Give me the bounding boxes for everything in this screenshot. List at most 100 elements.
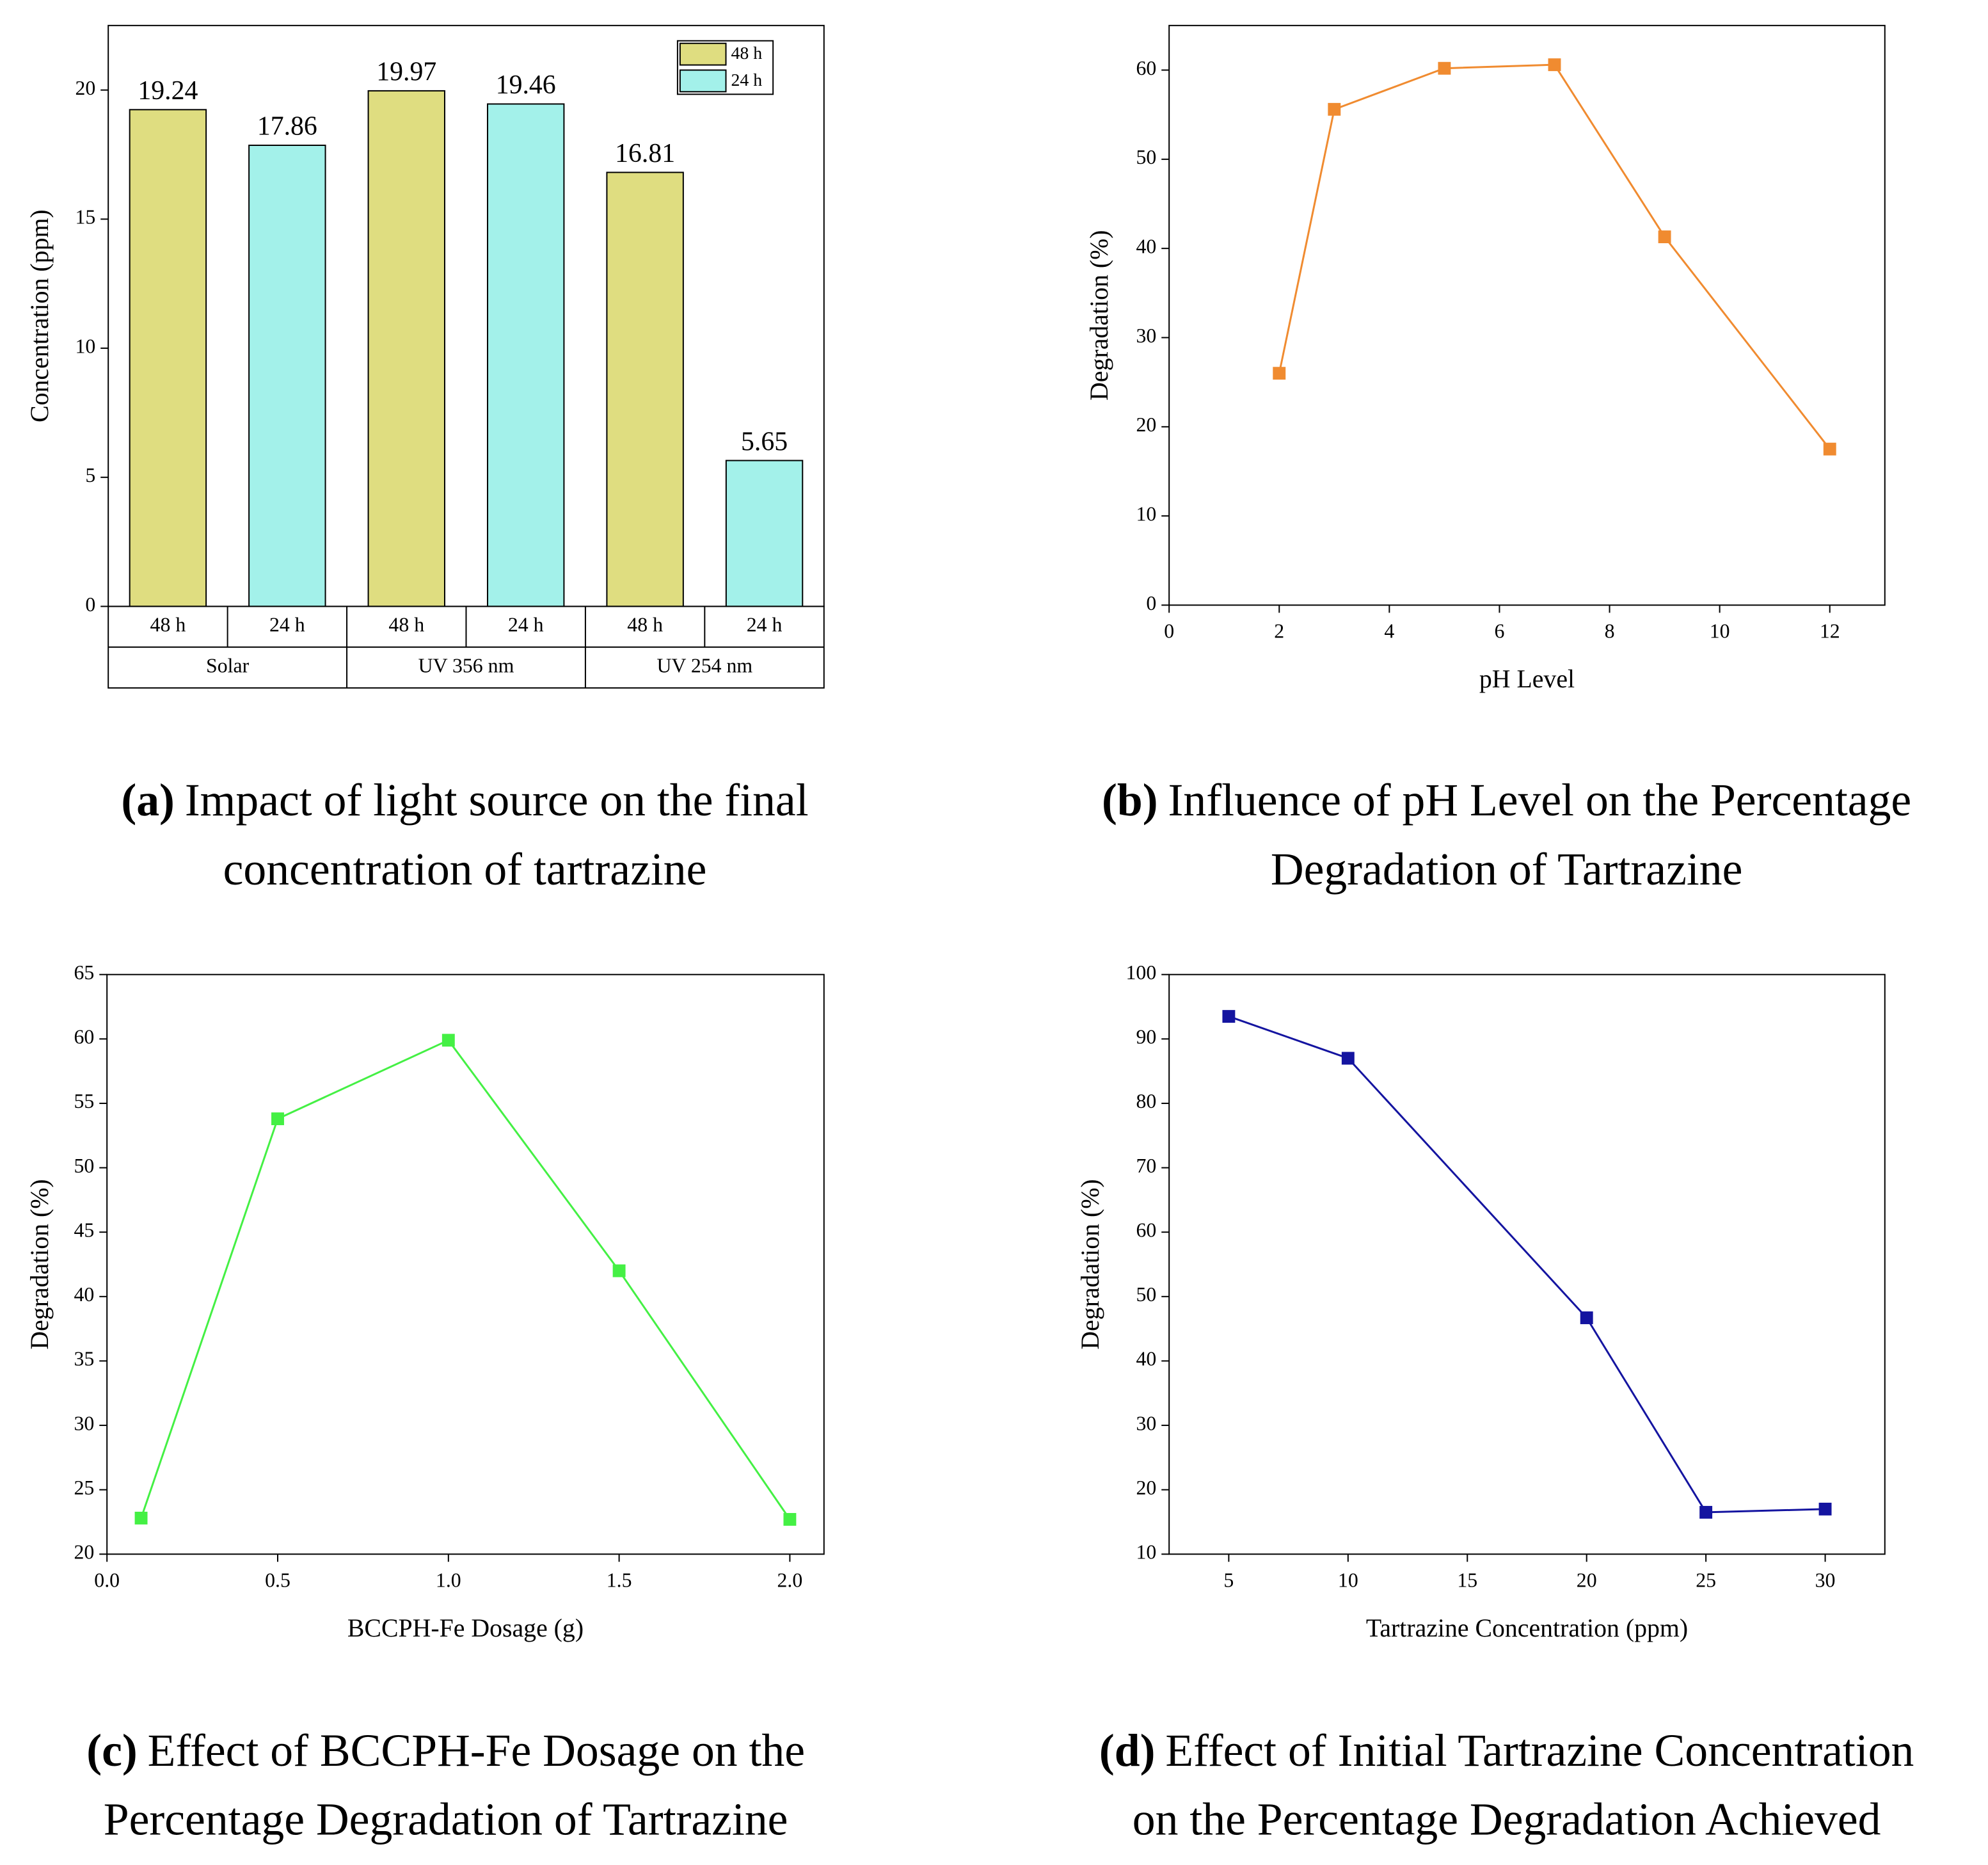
y-tick-label: 10: [1136, 1541, 1156, 1564]
y-tick-label: 30: [1136, 324, 1156, 347]
caption: (b) Influence of pH Level on the Percenta…: [1102, 775, 1911, 826]
line: [1228, 1015, 1825, 1514]
x-tick-label: 0: [1164, 620, 1174, 643]
y-tick-label: 35: [74, 1348, 94, 1370]
caption: (d) Effect of Initial Tartrazine Concentr…: [1099, 1725, 1914, 1776]
marker: [441, 1034, 455, 1047]
marker: [612, 1264, 626, 1277]
x-tick-label: 20: [1577, 1569, 1597, 1591]
data-label: 19.24: [138, 76, 198, 106]
x-tick-label: 1.5: [607, 1569, 632, 1591]
sub-category-label: 24 h: [747, 614, 783, 636]
x-tick-label: 8: [1605, 620, 1615, 643]
caption-text: Effect of Initial Tartrazine Concentrati…: [1165, 1725, 1914, 1776]
panel: (d) Effect of Initial Tartrazine Concentr…: [1076, 961, 1914, 1845]
data-label: 5.65: [741, 427, 788, 456]
x-tick-label: 30: [1815, 1569, 1836, 1591]
marker: [1328, 102, 1341, 116]
bar: [248, 145, 326, 607]
y-tick-label: 15: [75, 206, 95, 228]
y-tick-label: 60: [74, 1026, 94, 1048]
data-label: 17.86: [257, 112, 317, 141]
x-tick-label: 15: [1457, 1569, 1477, 1591]
line: [140, 1039, 791, 1520]
marker: [1699, 1505, 1713, 1519]
sub-category-label: 24 h: [508, 614, 544, 636]
marker: [1222, 1010, 1236, 1023]
sub-category-label: 48 h: [150, 614, 186, 636]
caption-label: (d): [1099, 1725, 1156, 1776]
y-tick-label: 5: [85, 464, 95, 486]
bar: [129, 109, 207, 607]
y-tick-label: 10: [1136, 502, 1156, 525]
y-tick-label: 45: [74, 1219, 94, 1241]
y-tick-label: 0: [85, 593, 95, 616]
y-tick-label: 20: [74, 1541, 94, 1564]
y-tick-label: 30: [1136, 1412, 1156, 1434]
caption-text: Impact of light source on the final: [185, 775, 809, 826]
data-label: 19.46: [496, 70, 556, 100]
y-tick-label: 80: [1136, 1090, 1156, 1112]
y-tick-label: 40: [1136, 1348, 1156, 1370]
marker: [271, 1112, 284, 1126]
y-tick-label: 50: [74, 1155, 94, 1177]
caption-label: (b): [1102, 775, 1158, 826]
sub-category-label: 24 h: [269, 614, 305, 636]
caption: concentration of tartrazine: [223, 844, 707, 895]
y-tick-label: 100: [1126, 961, 1157, 984]
y-tick-label: 60: [1136, 1219, 1156, 1241]
y-axis-title: Degradation (%): [1076, 1179, 1104, 1349]
x-tick-label: 2: [1274, 620, 1284, 643]
x-axis-title: Tartrazine Concentration (ppm): [1366, 1614, 1688, 1642]
caption: Percentage Degradation of Tartrazine: [104, 1795, 788, 1845]
bar: [606, 172, 684, 607]
marker: [1273, 367, 1286, 380]
marker: [1548, 58, 1561, 72]
x-tick-label: 5: [1223, 1569, 1234, 1591]
y-tick-label: 40: [74, 1283, 94, 1306]
plot-frame: [106, 973, 825, 1555]
bar: [367, 90, 445, 607]
y-tick-label: 70: [1136, 1155, 1156, 1177]
marker: [1658, 230, 1671, 243]
plot-frame: [1168, 24, 1886, 606]
panel: (a) Impact of light source on the final co…: [26, 24, 825, 895]
caption: on the Percentage Degradation Achieved: [1133, 1795, 1881, 1845]
caption: Degradation of Tartrazine: [1271, 844, 1743, 895]
legend-label: 24 h: [731, 70, 762, 90]
y-tick-label: 50: [1136, 146, 1156, 168]
marker: [134, 1512, 148, 1525]
caption: (a) Impact of light source on the final: [121, 775, 808, 826]
legend-swatch: [679, 42, 727, 66]
x-tick-label: 10: [1710, 620, 1730, 643]
bar: [725, 460, 804, 607]
line: [1278, 63, 1831, 450]
y-tick-label: 20: [75, 77, 95, 99]
x-axis-title: pH Level: [1479, 665, 1575, 693]
x-tick-label: 10: [1338, 1569, 1358, 1591]
y-tick-label: 50: [1136, 1283, 1156, 1306]
caption: (c) Effect of BCCPH-Fe Dosage on the: [86, 1725, 805, 1776]
x-tick-label: 1.0: [436, 1569, 461, 1591]
x-tick-label: 0.5: [265, 1569, 290, 1591]
x-tick-label: 4: [1384, 620, 1394, 643]
y-tick-label: 30: [74, 1412, 94, 1434]
x-tick-label: 6: [1494, 620, 1504, 643]
marker: [1580, 1311, 1593, 1324]
data-label: 19.97: [376, 58, 436, 87]
y-tick-label: 55: [74, 1090, 94, 1112]
sub-category-label: 48 h: [627, 614, 663, 636]
bar: [486, 103, 565, 607]
plot-frame: [107, 24, 825, 607]
y-tick-label: 90: [1136, 1026, 1156, 1048]
panel: (b) Influence of pH Level on the Percenta…: [1085, 24, 1911, 895]
caption-text: Effect of BCCPH-Fe Dosage on the: [148, 1725, 805, 1776]
x-tick-label: 12: [1820, 620, 1840, 643]
caption-text: Influence of pH Level on the Percentage: [1168, 775, 1912, 826]
x-tick-label: UV 356 nm: [418, 654, 514, 676]
legend-label: 48 h: [731, 44, 762, 63]
caption-label: (a): [121, 775, 175, 826]
y-tick-label: 40: [1136, 235, 1156, 257]
x-tick-label: UV 254 nm: [656, 654, 752, 676]
